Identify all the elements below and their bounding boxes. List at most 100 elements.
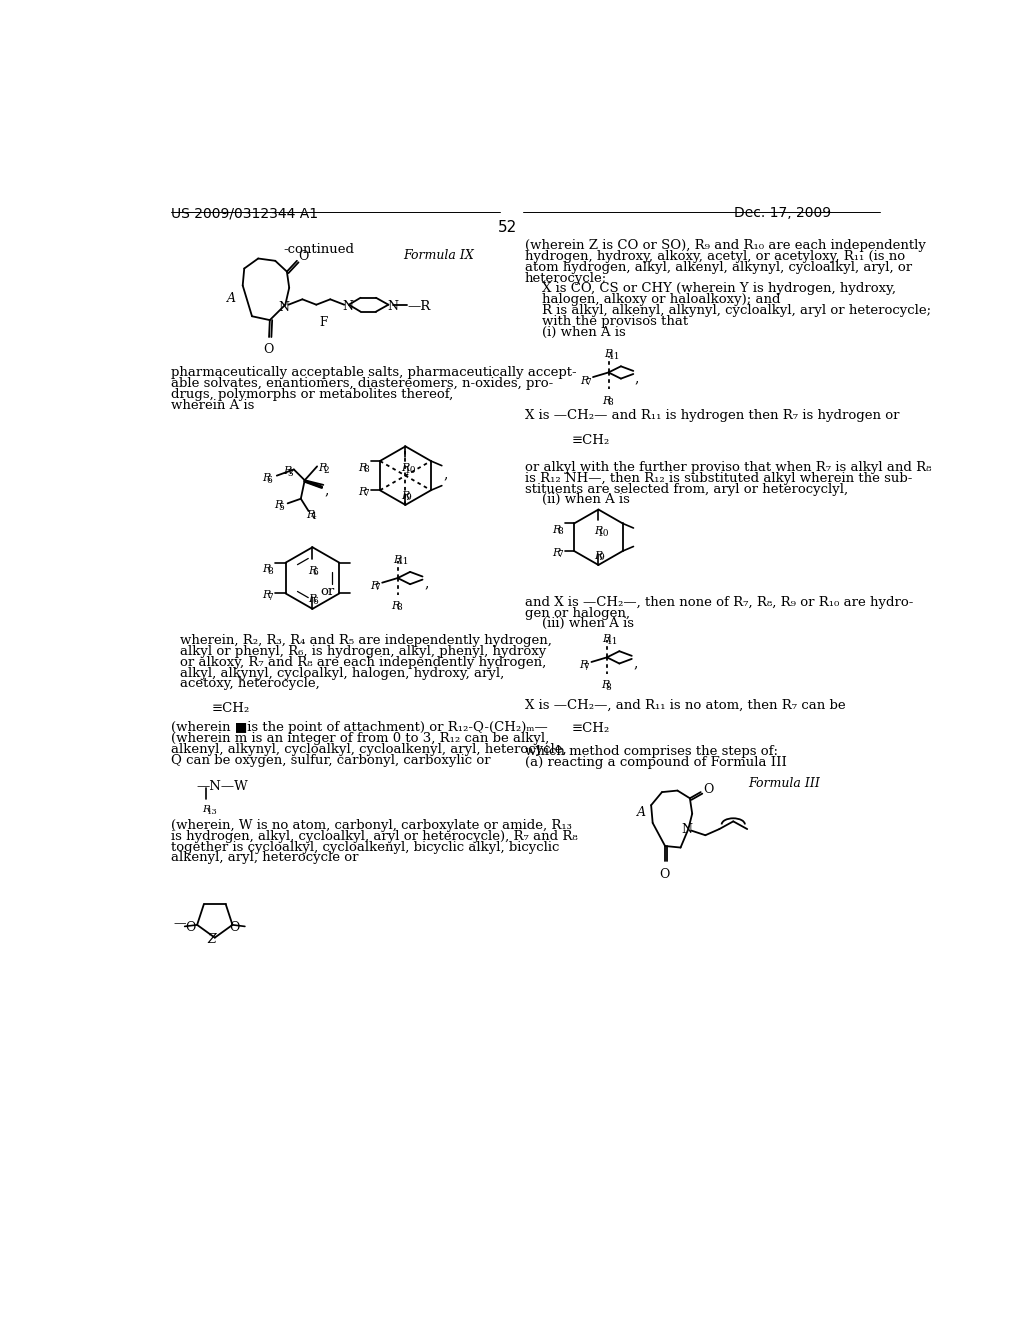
Text: X is —CH₂—, and R₁₁ is no atom, then R₇ can be: X is —CH₂—, and R₁₁ is no atom, then R₇ … (524, 700, 846, 711)
Text: (ii) when A is: (ii) when A is (524, 494, 630, 507)
Text: ≡CH₂: ≡CH₂ (212, 702, 250, 715)
Text: O: O (228, 920, 240, 933)
Text: O: O (659, 867, 670, 880)
Text: 8: 8 (557, 527, 563, 536)
Text: -continued: -continued (283, 243, 354, 256)
Text: halogen, alkoxy or haloalkoxy); and: halogen, alkoxy or haloalkoxy); and (524, 293, 780, 306)
Text: 11: 11 (397, 557, 410, 566)
Text: 11: 11 (608, 351, 620, 360)
Text: O: O (263, 343, 273, 356)
Text: heterocycle;: heterocycle; (524, 272, 607, 285)
Text: N: N (343, 300, 353, 313)
Text: which method comprises the steps of:: which method comprises the steps of: (524, 744, 778, 758)
Text: 6: 6 (312, 597, 318, 606)
Text: R: R (581, 376, 589, 385)
Text: R is alkyl, alkenyl, alkynyl, cycloalkyl, aryl or heterocycle;: R is alkyl, alkenyl, alkynyl, cycloalkyl… (524, 304, 931, 317)
Text: Q can be oxygen, sulfur, carbonyl, carboxylic or: Q can be oxygen, sulfur, carbonyl, carbo… (171, 754, 490, 767)
Text: 4: 4 (311, 512, 316, 521)
Text: R: R (308, 566, 316, 576)
Text: ,: , (633, 656, 638, 669)
Text: ,: , (325, 483, 330, 498)
Text: 7: 7 (586, 378, 591, 387)
Text: 6: 6 (312, 568, 318, 577)
Text: 8: 8 (396, 603, 401, 612)
Text: pharmaceutically acceptable salts, pharmaceutically accept-: pharmaceutically acceptable salts, pharm… (171, 367, 577, 379)
Text: R: R (358, 487, 367, 498)
Text: 10: 10 (598, 529, 610, 537)
Text: ,: , (635, 371, 639, 385)
Text: R: R (308, 594, 316, 605)
Text: R: R (262, 564, 270, 574)
Text: R: R (318, 463, 327, 474)
Text: or alkyl with the further proviso that when R₇ is alkyl and R₈: or alkyl with the further proviso that w… (524, 461, 931, 474)
Text: (i) when A is: (i) when A is (524, 326, 626, 338)
Text: is R₁₂ NH—, then R₁₂ is substituted alkyl wherein the sub-: is R₁₂ NH—, then R₁₂ is substituted alky… (524, 471, 912, 484)
Text: atom hydrogen, alkyl, alkenyl, alkynyl, cycloalkyl, aryl, or: atom hydrogen, alkyl, alkenyl, alkynyl, … (524, 261, 912, 273)
Text: (wherein ■is the point of attachment) or R₁₂-Q-(CH₂)ₘ—: (wherein ■is the point of attachment) or… (171, 721, 548, 734)
Text: and X is —CH₂—, then none of R₇, R₈, R₉ or R₁₀ are hydro-: and X is —CH₂—, then none of R₇, R₈, R₉ … (524, 595, 913, 609)
Text: R: R (602, 396, 610, 405)
Text: O: O (703, 783, 714, 796)
Text: hydrogen, hydroxy, alkoxy, acetyl, or acetyloxy, R₁₁ (is no: hydrogen, hydroxy, alkoxy, acetyl, or ac… (524, 249, 905, 263)
Text: R: R (553, 525, 561, 535)
Text: 7: 7 (557, 550, 563, 560)
Text: 8: 8 (607, 397, 612, 407)
Text: 11: 11 (607, 636, 618, 645)
Text: 6: 6 (266, 475, 272, 484)
Text: —N—W: —N—W (197, 780, 248, 793)
Text: R: R (400, 463, 410, 474)
Text: 10: 10 (406, 466, 417, 475)
Text: 2: 2 (324, 466, 329, 475)
Text: or: or (321, 585, 335, 598)
Text: 52: 52 (498, 220, 517, 235)
Text: alkenyl, aryl, heterocycle or: alkenyl, aryl, heterocycle or (171, 851, 358, 865)
Text: acetoxy, heterocycle,: acetoxy, heterocycle, (180, 677, 319, 690)
Text: —R: —R (407, 300, 430, 313)
Text: US 2009/0312344 A1: US 2009/0312344 A1 (171, 206, 317, 220)
Text: 7: 7 (362, 490, 369, 499)
Text: 8: 8 (605, 682, 611, 692)
Text: ,: , (424, 577, 428, 590)
Text: alkyl, alkynyl, cycloalkyl, halogen, hydroxy, aryl,: alkyl, alkynyl, cycloalkyl, halogen, hyd… (180, 667, 504, 680)
Text: 3: 3 (288, 469, 293, 478)
Text: R: R (604, 350, 612, 359)
Text: Z: Z (208, 933, 216, 945)
Text: (wherein Z is CO or SO), R₉ and R₁₀ are each independently: (wherein Z is CO or SO), R₉ and R₁₀ are … (524, 239, 926, 252)
Text: with the provisos that: with the provisos that (524, 314, 688, 327)
Text: R: R (306, 510, 314, 520)
Text: N: N (387, 300, 398, 313)
Text: 9: 9 (406, 494, 412, 503)
Text: 8: 8 (362, 465, 369, 474)
Text: X is CO, CS or CHY (wherein Y is hydrogen, hydroxy,: X is CO, CS or CHY (wherein Y is hydroge… (524, 282, 896, 296)
Text: R: R (358, 462, 367, 473)
Text: drugs, polymorphs or metabolites thereof,: drugs, polymorphs or metabolites thereof… (171, 388, 453, 401)
Text: (a) reacting a compound of Formula III: (a) reacting a compound of Formula III (524, 756, 786, 770)
Text: N: N (279, 301, 289, 314)
Text: 7: 7 (375, 583, 380, 593)
Text: —: — (174, 917, 186, 931)
Text: R: R (203, 805, 210, 814)
Text: R: R (602, 635, 610, 644)
Text: (iii) when A is: (iii) when A is (524, 618, 634, 631)
Text: 5: 5 (279, 503, 285, 512)
Text: Dec. 17, 2009: Dec. 17, 2009 (734, 206, 831, 220)
Text: 7: 7 (584, 663, 590, 672)
Text: or alkoxy, R₇ and R₈ are each independently hydrogen,: or alkoxy, R₇ and R₈ are each independen… (180, 656, 546, 669)
Text: F: F (319, 317, 328, 329)
Text: R: R (400, 491, 410, 502)
Text: R: R (370, 581, 378, 591)
Text: R: R (601, 681, 609, 690)
Text: 9: 9 (598, 553, 604, 562)
Text: together is cycloalkyl, cycloalkenyl, bicyclic alkyl, bicyclic: together is cycloalkyl, cycloalkenyl, bi… (171, 841, 559, 854)
Text: Formula III: Formula III (748, 777, 820, 791)
Text: O: O (299, 251, 309, 264)
Text: X is —CH₂— and R₁₁ is hydrogen then R₇ is hydrogen or: X is —CH₂— and R₁₁ is hydrogen then R₇ i… (524, 409, 899, 421)
Text: 13: 13 (207, 808, 218, 816)
Text: N: N (681, 822, 692, 836)
Text: Formula IX: Formula IX (403, 249, 474, 263)
Text: R: R (262, 474, 270, 483)
Text: R: R (283, 466, 292, 477)
Text: ,: , (443, 467, 447, 482)
Text: wherein A is: wherein A is (171, 399, 254, 412)
Text: stituents are selected from, aryl or heterocyclyl,: stituents are selected from, aryl or het… (524, 483, 848, 495)
